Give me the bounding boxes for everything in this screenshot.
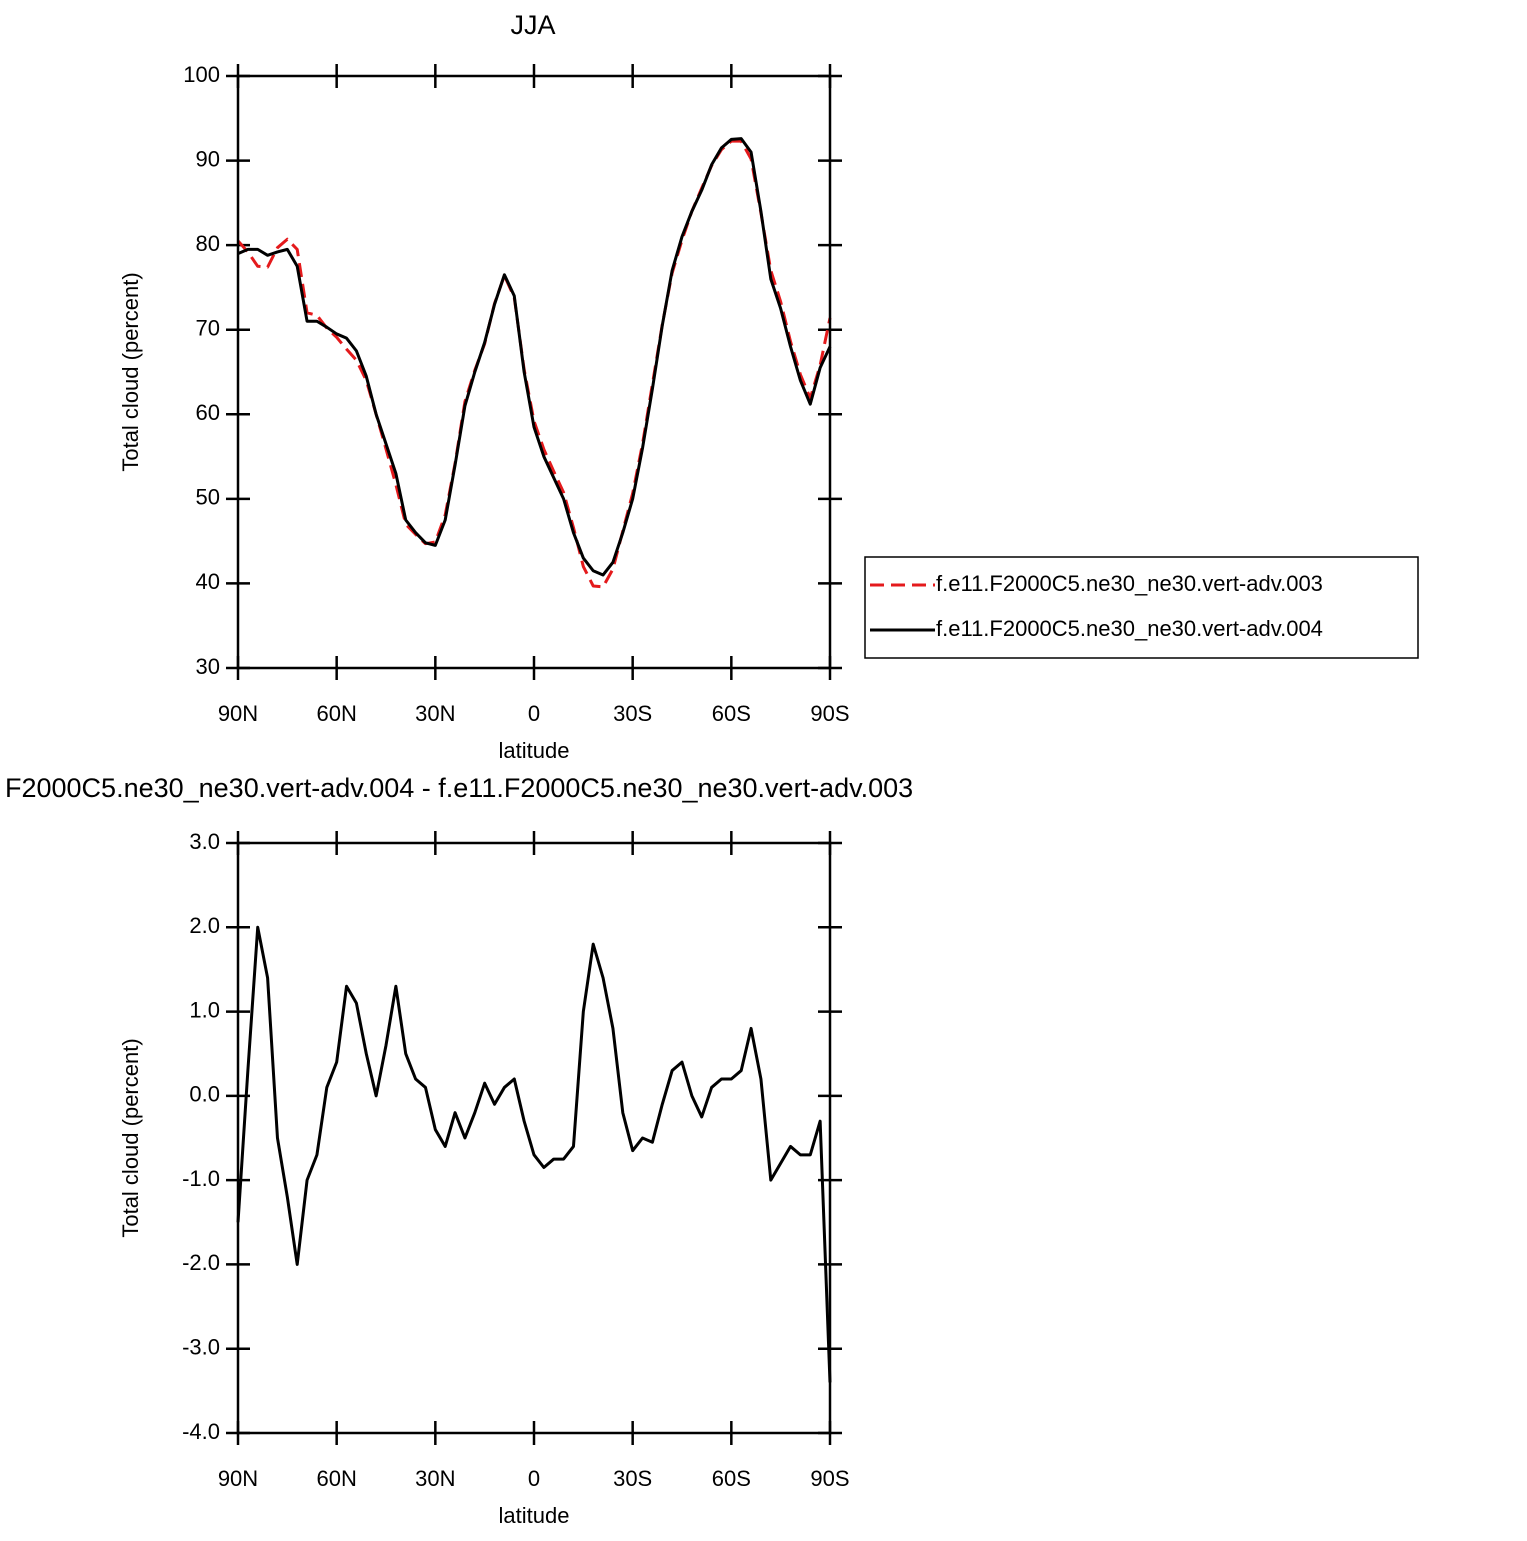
plot-frame (236, 74, 832, 670)
y-tick-label: 40 (196, 569, 220, 594)
data-line (236, 139, 832, 589)
legend-label: f.e11.F2000C5.ne30_ne30.vert-adv.004 (936, 616, 1323, 641)
y-tick-label: 0.0 (189, 1082, 220, 1107)
x-tick-label: 60N (316, 701, 356, 726)
y-tick-label: 100 (183, 62, 220, 87)
y-axis-label: Total cloud (percent) (118, 272, 143, 471)
data-line (237, 137, 832, 577)
x-tick-label: 90N (218, 701, 258, 726)
y-tick-label: -2.0 (182, 1250, 220, 1275)
x-tick-label: 90S (810, 701, 849, 726)
data-line (236, 925, 832, 1383)
x-tick-label: 60S (712, 701, 751, 726)
x-tick-label: 90N (218, 1466, 258, 1491)
y-tick-label: 1.0 (189, 997, 220, 1022)
y-tick-label: 70 (196, 316, 220, 341)
x-tick-label: 0 (528, 701, 540, 726)
plot-frame (236, 841, 832, 1435)
y-tick-label: -4.0 (182, 1419, 220, 1444)
x-tick-label: 30N (415, 1466, 455, 1491)
y-tick-label: 60 (196, 400, 220, 425)
y-tick-label: 90 (196, 146, 220, 171)
x-tick-label: 90S (810, 1466, 849, 1491)
y-tick-label: 3.0 (189, 829, 220, 854)
legend-label: f.e11.F2000C5.ne30_ne30.vert-adv.003 (936, 571, 1323, 596)
y-tick-label: 2.0 (189, 913, 220, 938)
y-tick-label: -1.0 (182, 1166, 220, 1191)
y-tick-label: -3.0 (182, 1335, 220, 1360)
chart-title: JJA (510, 10, 555, 40)
x-tick-label: 60S (712, 1466, 751, 1491)
x-tick-label: 30S (613, 1466, 652, 1491)
y-tick-label: 80 (196, 231, 220, 256)
x-tick-label: 60N (316, 1466, 356, 1491)
y-tick-label: 50 (196, 485, 220, 510)
y-tick-label: 30 (196, 654, 220, 679)
x-tick-label: 30S (613, 701, 652, 726)
x-tick-label: 30N (415, 701, 455, 726)
legend-box (864, 556, 1419, 659)
x-axis-label: latitude (499, 738, 570, 763)
x-tick-label: 0 (528, 1466, 540, 1491)
x-axis-label: latitude (499, 1503, 570, 1528)
chart-title: F2000C5.ne30_ne30.vert-adv.004 - f.e11.F… (5, 773, 913, 803)
y-axis-label: Total cloud (percent) (118, 1038, 143, 1237)
